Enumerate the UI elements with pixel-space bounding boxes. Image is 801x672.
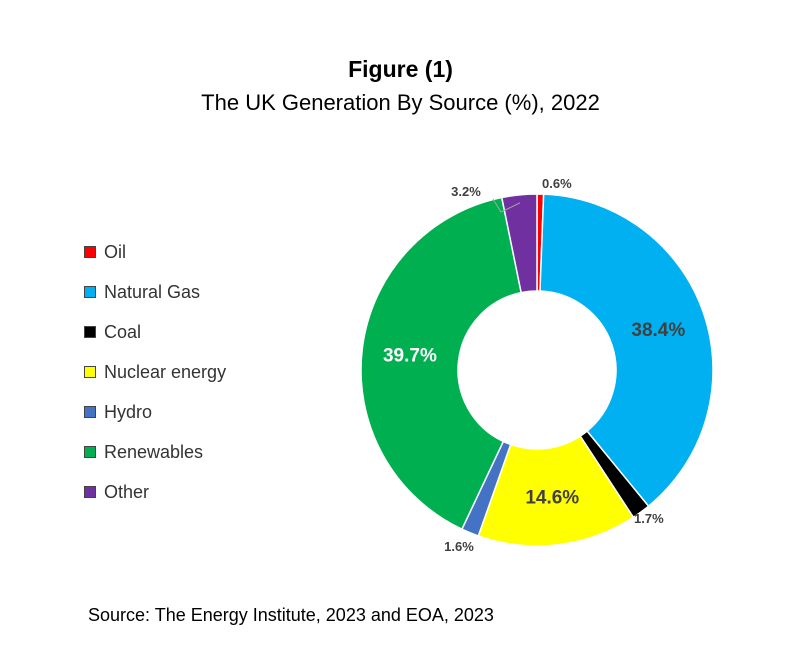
slice-other xyxy=(500,193,538,294)
legend-swatch-oil xyxy=(84,246,96,258)
data-label-other: 3.2% xyxy=(451,184,481,199)
data-label-nuclear-energy: 14.6% xyxy=(525,488,579,509)
legend-label-renewables: Renewables xyxy=(104,442,204,462)
legend-label-oil: Oil xyxy=(104,242,126,262)
figure-title: Figure (1) xyxy=(348,56,453,82)
legend-label-nuclear-energy: Nuclear energy xyxy=(104,362,227,382)
legend-label-hydro: Hydro xyxy=(104,402,153,422)
legend-swatch-coal xyxy=(84,326,96,338)
legend-swatch-natural-gas xyxy=(84,286,96,298)
legend-swatch-other xyxy=(84,486,96,498)
legend-label-other: Other xyxy=(104,482,150,502)
data-label-hydro: 1.6% xyxy=(444,539,474,554)
data-label-natural-gas: 38.4% xyxy=(631,320,685,341)
slice-natural-gas xyxy=(539,193,714,508)
data-label-renewables: 39.7% xyxy=(383,345,437,366)
slice-nuclear-energy xyxy=(477,435,635,547)
data-label-oil: 0.6% xyxy=(542,176,572,191)
legend-label-natural-gas: Natural Gas xyxy=(104,282,201,302)
legend-swatch-hydro xyxy=(84,406,96,418)
legend-swatch-renewables xyxy=(84,446,96,458)
slice-renewables xyxy=(360,196,523,531)
figure-subtitle: The UK Generation By Source (%), 2022 xyxy=(201,90,600,115)
source-note: Source: The Energy Institute, 2023 and E… xyxy=(88,605,494,625)
legend-label-coal: Coal xyxy=(104,322,142,342)
legend-swatch-nuclear-energy xyxy=(84,366,96,378)
leader-line-other xyxy=(492,198,521,213)
data-label-coal: 1.7% xyxy=(634,511,664,526)
